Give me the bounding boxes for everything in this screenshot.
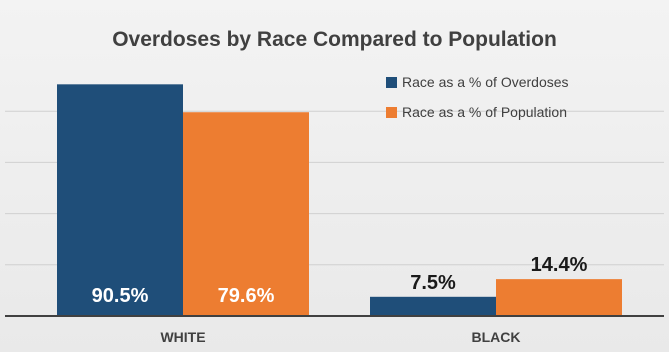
data-label: 14.4%: [531, 254, 588, 276]
legend-item-population: Race as a % of Population: [386, 102, 569, 122]
data-label: 90.5%: [92, 285, 149, 307]
bar-black-overdoses: [370, 296, 496, 316]
x-axis: WHITE BLACK: [5, 315, 664, 345]
category-label-white: WHITE: [160, 329, 205, 345]
chart-title: Overdoses by Race Compared to Population: [112, 28, 557, 51]
bar-white-population: [183, 112, 309, 316]
data-label: 79.6%: [218, 285, 275, 307]
legend-label-population: Race as a % of Population: [402, 104, 567, 120]
category-label-black: BLACK: [472, 329, 521, 345]
data-labels: 90.5% 79.6% 7.5% 14.4%: [92, 254, 588, 307]
bars: [57, 84, 622, 316]
legend-swatch-population: [386, 106, 397, 118]
legend-label-overdoses: Race as a % of Overdoses: [402, 74, 569, 90]
bar-white-overdoses: [57, 84, 183, 316]
legend: Race as a % of Overdoses Race as a % of …: [386, 72, 569, 132]
bar-black-population: [496, 279, 622, 316]
data-label: 7.5%: [410, 272, 456, 294]
legend-swatch-overdoses: [386, 76, 397, 88]
legend-item-overdoses: Race as a % of Overdoses: [386, 72, 569, 92]
